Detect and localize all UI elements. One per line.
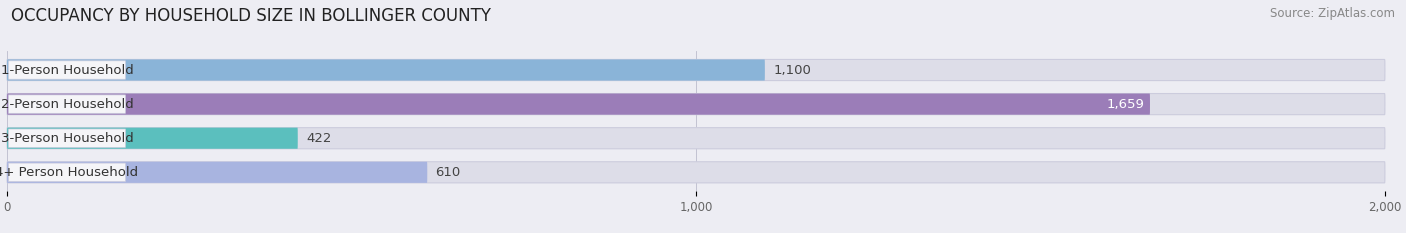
FancyBboxPatch shape	[8, 95, 125, 113]
FancyBboxPatch shape	[7, 93, 1150, 115]
FancyBboxPatch shape	[7, 128, 1385, 149]
Text: 2-Person Household: 2-Person Household	[0, 98, 134, 111]
FancyBboxPatch shape	[7, 162, 427, 183]
Text: 1-Person Household: 1-Person Household	[0, 64, 134, 76]
FancyBboxPatch shape	[7, 59, 765, 81]
FancyBboxPatch shape	[7, 128, 298, 149]
Text: 4+ Person Household: 4+ Person Household	[0, 166, 139, 179]
FancyBboxPatch shape	[7, 162, 1385, 183]
Text: 3-Person Household: 3-Person Household	[0, 132, 134, 145]
Text: 1,100: 1,100	[773, 64, 811, 76]
Text: Source: ZipAtlas.com: Source: ZipAtlas.com	[1270, 7, 1395, 20]
Text: 422: 422	[307, 132, 332, 145]
FancyBboxPatch shape	[8, 163, 125, 182]
FancyBboxPatch shape	[7, 93, 1385, 115]
FancyBboxPatch shape	[7, 59, 1385, 81]
Text: 1,659: 1,659	[1107, 98, 1144, 111]
FancyBboxPatch shape	[8, 61, 125, 79]
Text: OCCUPANCY BY HOUSEHOLD SIZE IN BOLLINGER COUNTY: OCCUPANCY BY HOUSEHOLD SIZE IN BOLLINGER…	[11, 7, 491, 25]
Text: 610: 610	[436, 166, 461, 179]
FancyBboxPatch shape	[8, 129, 125, 147]
